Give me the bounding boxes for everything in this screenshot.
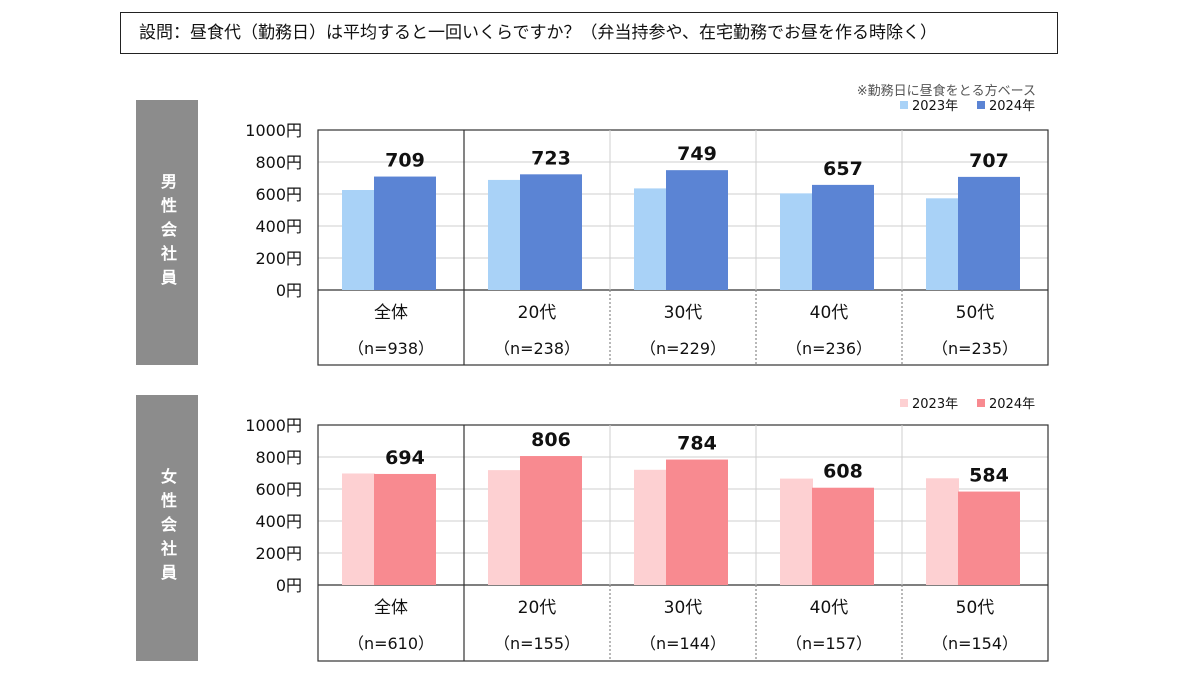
female-y-tick-label: 400円 (255, 512, 302, 531)
female-bar-2023 (634, 469, 667, 585)
female-bar-2023 (342, 473, 375, 585)
male-bar-2023 (780, 193, 813, 290)
question-box: 設問：昼食代（勤務日）は平均すると一回いくらですか？（弁当持参や、在宅勤務でお昼… (120, 12, 1058, 54)
female-bar-2024 (374, 473, 436, 585)
female-chart-frame (317, 424, 1049, 662)
male-sample-size: （n=236） (786, 339, 872, 358)
female-y-tick-label: 1000円 (245, 416, 302, 435)
female-sample-size: （n=157） (786, 634, 872, 653)
male-y-tick-label: 800円 (255, 153, 302, 172)
female-data-label: 608 (823, 461, 863, 483)
male-y-tick-label: 600円 (255, 185, 302, 204)
male-bar-2023 (926, 198, 959, 290)
male-category-label: 20代 (518, 303, 557, 323)
male-bar-2023 (488, 179, 521, 290)
male-y-tick-label: 0円 (276, 281, 302, 300)
male-bar-2023 (634, 188, 667, 290)
male-data-label: 709 (385, 150, 425, 172)
male-legend-swatch (900, 101, 908, 109)
male-bar-2024 (520, 174, 582, 290)
female-group-label: 女性会社員 (136, 395, 198, 661)
male-sample-size: （n=235） (932, 339, 1018, 358)
question-text: 設問：昼食代（勤務日）は平均すると一回いくらですか？（弁当持参や、在宅勤務でお昼… (139, 23, 937, 43)
male-data-label: 707 (969, 150, 1009, 172)
base-note: ※勤務日に昼食をとる方ベース (856, 84, 1036, 99)
female-legend-label: 2023年 (912, 397, 958, 412)
male-group-label: 男性会社員 (136, 100, 198, 365)
male-sample-size: （n=229） (640, 339, 726, 358)
male-bar-2024 (958, 176, 1020, 290)
female-category-label: 50代 (956, 598, 995, 618)
female-sample-size: （n=610） (348, 634, 434, 653)
male-bar-2023 (342, 190, 375, 290)
female-data-label: 784 (677, 433, 717, 455)
female-data-label: 584 (969, 465, 1009, 487)
female-bar-2023 (488, 470, 521, 585)
female-y-tick-label: 200円 (255, 544, 302, 563)
female-category-label: 40代 (810, 598, 849, 618)
female-bar-2024 (812, 487, 874, 585)
female-bar-2024 (520, 456, 582, 585)
male-category-label: 全体 (374, 303, 408, 323)
female-bar-2024 (666, 459, 728, 585)
male-legend-label: 2024年 (989, 99, 1035, 114)
male-sample-size: （n=238） (494, 339, 580, 358)
male-sample-size: （n=938） (348, 339, 434, 358)
male-data-label: 723 (531, 147, 571, 169)
female-y-tick-label: 600円 (255, 480, 302, 499)
female-category-label: 30代 (664, 598, 703, 618)
female-bar-2023 (780, 478, 813, 585)
female-category-label: 20代 (518, 598, 557, 618)
female-y-tick-label: 0円 (276, 576, 302, 595)
male-y-tick-label: 200円 (255, 249, 302, 268)
female-sample-size: （n=154） (932, 634, 1018, 653)
female-y-tick-label: 800円 (255, 448, 302, 467)
male-y-tick-label: 1000円 (245, 121, 302, 140)
male-data-label: 749 (677, 143, 717, 165)
male-y-tick-label: 400円 (255, 217, 302, 236)
male-bar-2024 (812, 184, 874, 290)
female-data-label: 694 (385, 447, 425, 469)
male-legend-label: 2023年 (912, 99, 958, 114)
female-legend-swatch (900, 399, 908, 407)
male-bar-2024 (374, 176, 436, 290)
female-sample-size: （n=144） (640, 634, 726, 653)
female-bar-2023 (926, 478, 959, 585)
female-legend-label: 2024年 (989, 397, 1035, 412)
male-category-label: 30代 (664, 303, 703, 323)
male-data-label: 657 (823, 158, 863, 180)
male-legend-swatch (977, 101, 985, 109)
female-sample-size: （n=155） (494, 634, 580, 653)
male-bar-2024 (666, 170, 728, 290)
male-category-label: 50代 (956, 303, 995, 323)
female-category-label: 全体 (374, 598, 408, 618)
male-category-label: 40代 (810, 303, 849, 323)
female-bar-2024 (958, 491, 1020, 585)
male-chart-frame (317, 129, 1049, 366)
female-data-label: 806 (531, 429, 571, 451)
female-legend-swatch (977, 399, 985, 407)
